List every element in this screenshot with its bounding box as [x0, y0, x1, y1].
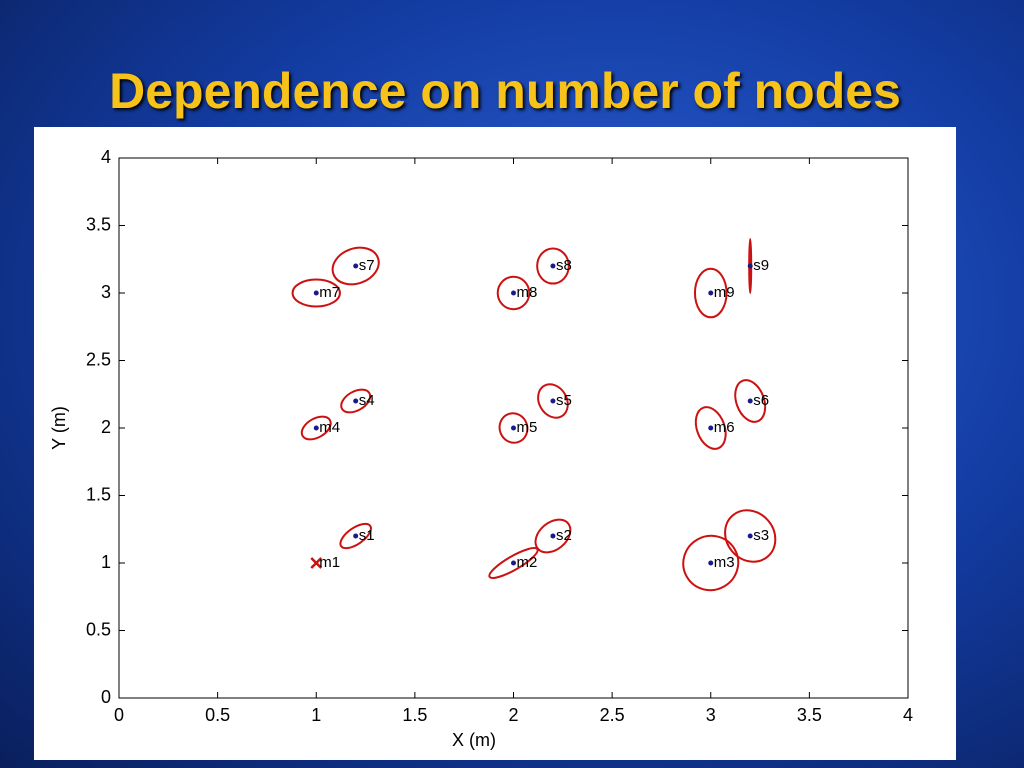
point-label: s7 — [359, 257, 375, 274]
point — [747, 398, 753, 404]
point-label: m4 — [319, 419, 340, 436]
y-tick-label: 1.5 — [86, 484, 111, 504]
point — [511, 560, 516, 566]
point-label: m3 — [714, 554, 735, 571]
chart: X (m) Y (m) 0 0.5 1 1.5 2 2.5 3 3.5 4 0 0.5 1 1.5 2 2.… — [49, 147, 913, 750]
uncertainty-ellipse — [682, 534, 740, 592]
point-label: m8 — [517, 284, 538, 301]
point-label: m7 — [319, 284, 340, 301]
point — [747, 263, 753, 269]
uncertainty-ellipse — [734, 379, 767, 423]
point-label: s3 — [753, 527, 769, 544]
uncertainty-ellipse — [536, 247, 570, 285]
y-tick-label: 0 — [101, 687, 111, 707]
uncertainty-ellipse — [291, 278, 341, 308]
point — [511, 425, 516, 431]
point — [550, 398, 556, 404]
x-axis-label: X (m) — [452, 730, 496, 750]
point — [353, 398, 359, 404]
point-label: s4 — [359, 392, 375, 409]
slide-title: Dependence on number of nodes — [109, 63, 901, 119]
point — [550, 533, 556, 539]
point — [353, 263, 359, 269]
uncertainty-ellipse — [693, 267, 728, 319]
x-tick-label: 4 — [903, 705, 913, 725]
chart-panel: X (m) Y (m) 0 0.5 1 1.5 2 2.5 3 3.5 4 0 0.5 1 1.5 2 2.… — [34, 127, 956, 760]
y-tick-label: 1 — [101, 552, 111, 572]
x-tick-label: 0 — [114, 705, 124, 725]
point-label: m6 — [714, 419, 735, 436]
y-tick-label: 4 — [101, 147, 111, 167]
y-tick-label: 2 — [101, 417, 111, 437]
uncertainty-ellipse — [300, 415, 332, 441]
point-label: s8 — [556, 257, 572, 274]
uncertainty-ellipse — [534, 518, 572, 554]
point — [708, 425, 714, 431]
point — [550, 263, 556, 269]
y-tick-label: 0.5 — [86, 619, 111, 639]
x-tick-label: 1 — [311, 705, 321, 725]
x-tick-label: 1.5 — [402, 705, 427, 725]
point — [511, 290, 516, 296]
uncertainty-ellipse — [331, 246, 380, 286]
point — [708, 290, 714, 296]
uncertainty-ellipse — [496, 275, 531, 311]
point-label: s6 — [753, 392, 769, 409]
point-label: s1 — [359, 527, 375, 544]
uncertainty-ellipse — [724, 509, 777, 563]
point-label: m2 — [517, 554, 538, 571]
point — [747, 533, 753, 539]
x-tick-label: 3.5 — [797, 705, 822, 725]
y-axis-label: Y (m) — [49, 406, 69, 450]
uncertainty-ellipse — [340, 388, 372, 414]
point-label: m9 — [714, 284, 735, 301]
x-tick-label: 3 — [706, 705, 716, 725]
uncertainty-ellipse — [339, 522, 372, 550]
point-label: m1 — [319, 554, 340, 571]
uncertainty-ellipse — [694, 406, 727, 450]
uncertainty-ellipse — [537, 383, 569, 419]
point — [708, 560, 714, 566]
point-cross — [310, 557, 323, 569]
uncertainty-ellipse — [498, 412, 529, 444]
x-tick-label: 0.5 — [205, 705, 230, 725]
point-label: s2 — [556, 527, 572, 544]
x-tick-label: 2.5 — [600, 705, 625, 725]
y-tick-label: 3.5 — [86, 214, 111, 234]
y-tick-label: 2.5 — [86, 349, 111, 369]
point-label: s5 — [556, 392, 572, 409]
y-tick-label: 3 — [101, 282, 111, 302]
x-tick-label: 2 — [508, 705, 518, 725]
point-label: s9 — [753, 257, 769, 274]
point — [313, 425, 319, 431]
point-label: m5 — [517, 419, 538, 436]
point — [353, 533, 359, 539]
point — [313, 290, 319, 296]
